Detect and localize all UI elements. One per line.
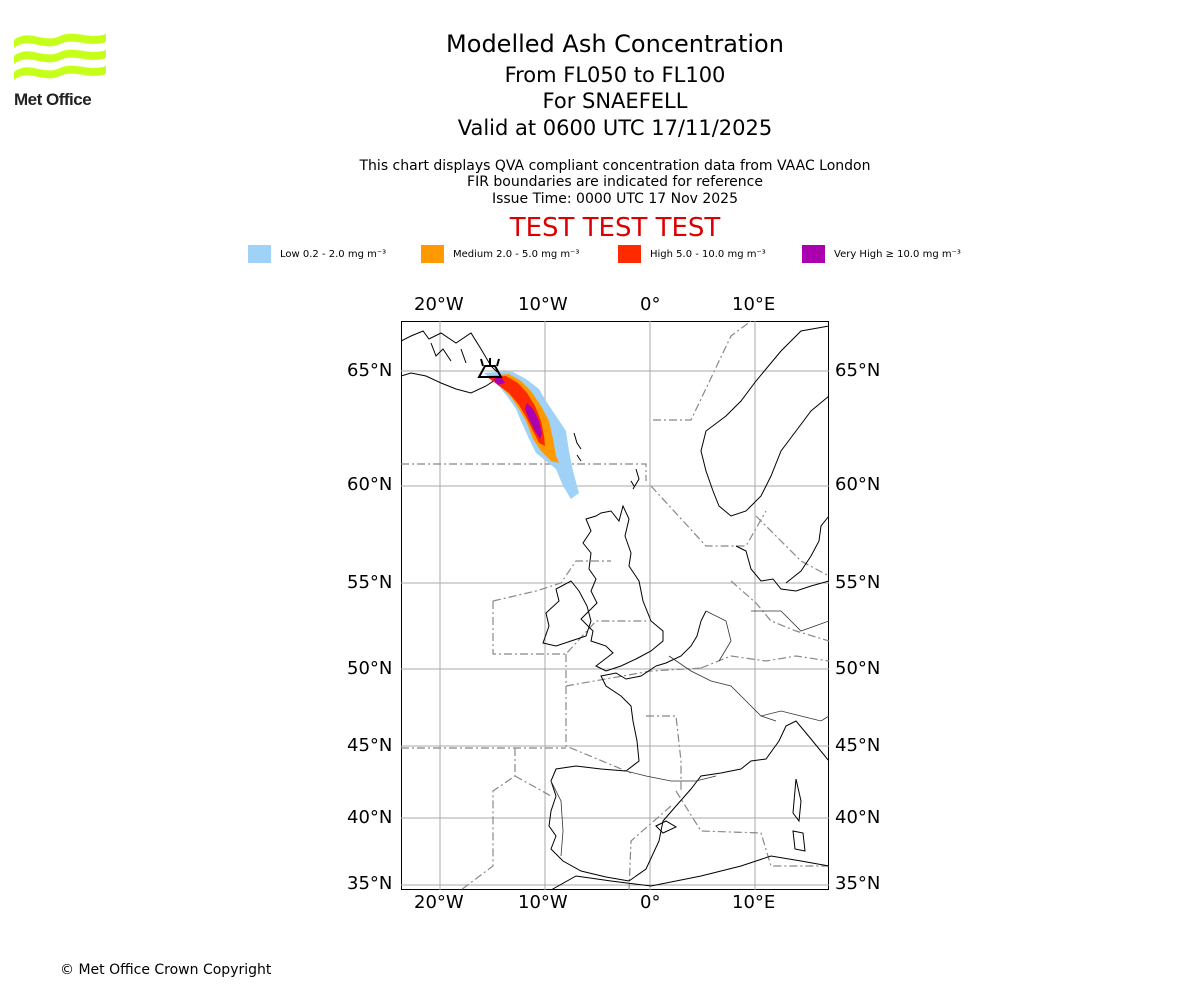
- flight-level-range: From FL050 to FL100: [504, 63, 726, 87]
- lon-label-bottom: 10°E: [732, 892, 776, 913]
- lat-label-left: 60°N: [347, 474, 393, 495]
- lat-label-left: 55°N: [347, 572, 393, 593]
- legend-label-high: High 5.0 - 10.0 mg m⁻³: [650, 248, 766, 260]
- fir-boundaries: [401, 320, 830, 891]
- lat-label-right: 40°N: [835, 807, 881, 828]
- fir-boundary: [401, 463, 647, 481]
- ireland-coast: [542, 580, 592, 647]
- test-banner: TEST TEST TEST: [509, 213, 721, 243]
- iceland-fjords: [430, 342, 467, 364]
- fir-boundary: [492, 601, 646, 655]
- country-border: [625, 770, 717, 782]
- lon-label-top: 10°E: [732, 294, 776, 315]
- fir-boundary: [565, 654, 632, 774]
- country-border: [760, 710, 830, 722]
- legend-item-low: Low 0.2 - 2.0 mg m⁻³: [248, 244, 386, 264]
- fir-boundary: [492, 560, 611, 602]
- country-borders: [550, 610, 830, 857]
- legend-label-medium: Medium 2.0 - 5.0 mg m⁻³: [453, 248, 580, 260]
- lat-label-right: 65°N: [835, 360, 881, 381]
- logo-text: Met Office: [14, 90, 92, 109]
- volcano-icon: [477, 358, 503, 378]
- lat-label-left: 65°N: [347, 360, 393, 381]
- volcano-cone: [477, 365, 503, 378]
- volcano-name: For SNAEFELL: [542, 89, 688, 113]
- ash-plume: [484, 371, 579, 499]
- lon-label-top: 10°W: [518, 294, 568, 315]
- fir-boundary: [628, 805, 672, 891]
- valid-time: Valid at 0600 UTC 17/11/2025: [457, 116, 773, 140]
- lat-label-left: 45°N: [347, 735, 393, 756]
- fir-note: FIR boundaries are indicated for referen…: [467, 174, 763, 190]
- lat-label-left: 40°N: [347, 807, 393, 828]
- map-svg: [400, 320, 830, 891]
- sweden-coast: [785, 515, 830, 584]
- fir-boundary: [460, 748, 516, 891]
- shetland-islands: [630, 468, 640, 490]
- lon-label-bottom: 20°W: [414, 892, 464, 913]
- fir-boundary: [646, 715, 682, 791]
- lat-label-left: 35°N: [347, 873, 393, 894]
- coastlines: [400, 325, 830, 891]
- fir-boundary: [700, 655, 830, 669]
- lon-label-top: 20°W: [414, 294, 464, 315]
- balearic-islands: [655, 820, 678, 834]
- italy-coast: [740, 720, 830, 770]
- chart-title: Modelled Ash Concentration: [446, 30, 784, 58]
- lat-label-left: 50°N: [347, 658, 393, 679]
- volcano-plume-marks: [480, 358, 500, 367]
- faroe-islands: [573, 432, 582, 462]
- legend: Low 0.2 - 2.0 mg m⁻³ Medium 2.0 - 5.0 mg…: [0, 244, 1200, 266]
- country-border: [751, 610, 830, 632]
- lat-label-right: 60°N: [835, 474, 881, 495]
- great-britain-coast: [580, 504, 664, 672]
- legend-item-very-high: Very High ≥ 10.0 mg m⁻³: [802, 244, 961, 264]
- lat-label-right: 35°N: [835, 873, 881, 894]
- lon-label-bottom: 0°: [640, 892, 661, 913]
- legend-swatch-medium: [421, 245, 444, 263]
- denmark-germany-coast: [735, 545, 830, 592]
- met-office-logo: Met Office: [14, 30, 114, 112]
- qva-note: This chart displays QVA compliant concen…: [359, 158, 871, 174]
- lat-label-right: 45°N: [835, 735, 881, 756]
- lon-label-top: 0°: [640, 294, 661, 315]
- france-atlantic-coast: [600, 665, 657, 772]
- iberia-coast: [548, 765, 742, 882]
- legend-label-very-high: Very High ≥ 10.0 mg m⁻³: [834, 248, 961, 260]
- issue-time: Issue Time: 0000 UTC 17 Nov 2025: [491, 191, 739, 207]
- lat-label-right: 55°N: [835, 572, 881, 593]
- lat-label-right: 50°N: [835, 658, 881, 679]
- fir-boundary: [514, 775, 552, 797]
- fir-boundary: [565, 667, 704, 687]
- legend-swatch-very-high: [802, 245, 825, 263]
- country-border: [550, 780, 564, 857]
- north-africa-coast: [550, 855, 830, 891]
- legend-label-low: Low 0.2 - 2.0 mg m⁻³: [280, 248, 387, 260]
- low-countries-coast: [655, 610, 707, 667]
- legend-item-medium: Medium 2.0 - 5.0 mg m⁻³: [421, 244, 579, 264]
- legend-swatch-high: [618, 245, 641, 263]
- legend-swatch-low: [248, 245, 271, 263]
- ash-zone-very-high: [493, 377, 542, 439]
- fir-boundary: [730, 580, 830, 642]
- met-office-waves-icon: [14, 33, 106, 80]
- ash-map[interactable]: [400, 320, 830, 891]
- fir-boundary: [675, 790, 829, 867]
- lon-label-bottom: 10°W: [518, 892, 568, 913]
- scandinavia-coast: [700, 325, 830, 517]
- country-border: [705, 610, 732, 662]
- copyright-notice: © Met Office Crown Copyright: [60, 962, 272, 978]
- graticule: [401, 321, 829, 890]
- legend-item-high: High 5.0 - 10.0 mg m⁻³: [618, 244, 766, 264]
- fir-boundary: [650, 485, 767, 547]
- fir-boundary: [653, 320, 752, 421]
- map-border: [401, 321, 829, 890]
- corsica-sardinia: [792, 778, 806, 852]
